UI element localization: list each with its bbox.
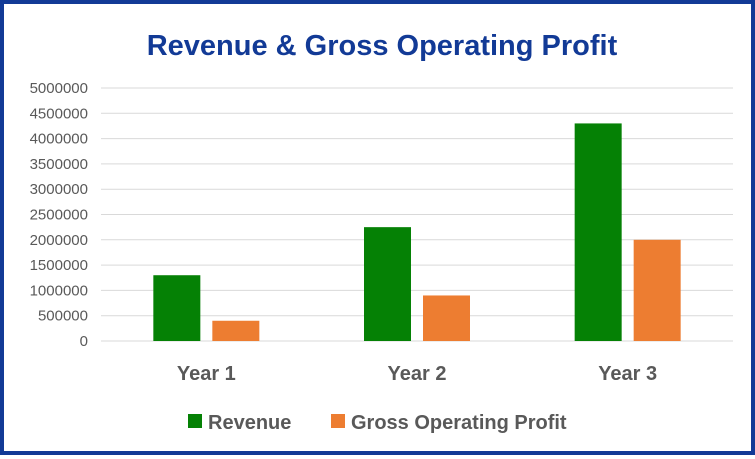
x-axis-ticks: Year 1 Year 2 Year 3 bbox=[177, 363, 657, 385]
y-tick-label: 0 bbox=[80, 333, 88, 350]
bar-gross-operating-profit-year-1 bbox=[212, 320, 260, 341]
bar-gross-operating-profit-year-3 bbox=[633, 239, 681, 341]
bar-gross-operating-profit-year-2 bbox=[423, 295, 470, 341]
y-tick-label: 2000000 bbox=[30, 232, 88, 249]
y-tick-label: 4000000 bbox=[30, 131, 88, 148]
legend-label: Revenue bbox=[208, 412, 291, 434]
y-tick-label: 1500000 bbox=[30, 257, 88, 274]
bar-revenue-year-1 bbox=[153, 275, 201, 341]
chart-canvas: Revenue & Gross Operating Profit 0 500000… bbox=[30, 30, 733, 434]
y-tick-label: 5000000 bbox=[30, 80, 88, 97]
gridlines bbox=[101, 87, 733, 342]
bar-revenue-year-3 bbox=[574, 123, 622, 341]
legend-label: Gross Operating Profit bbox=[351, 412, 567, 434]
y-tick-label: 500000 bbox=[38, 308, 88, 325]
bar-revenue-year-2 bbox=[364, 227, 411, 341]
y-tick-label: 4500000 bbox=[30, 105, 88, 122]
y-tick-label: 3500000 bbox=[30, 156, 88, 173]
legend-swatch bbox=[188, 414, 202, 428]
legend: Revenue Gross Operating Profit bbox=[188, 412, 567, 434]
y-tick-label: 3000000 bbox=[30, 181, 88, 198]
bars bbox=[153, 123, 681, 341]
chart-title: Revenue & Gross Operating Profit bbox=[147, 30, 618, 62]
y-tick-label: 2500000 bbox=[30, 207, 88, 224]
x-tick-label: Year 1 bbox=[177, 363, 236, 385]
y-axis-ticks: 0 500000 1000000 1500000 2000000 2500000 30000… bbox=[30, 80, 88, 350]
x-tick-label: Year 2 bbox=[388, 363, 447, 385]
legend-swatch bbox=[331, 414, 345, 428]
x-tick-label: Year 3 bbox=[598, 363, 657, 385]
y-tick-label: 1000000 bbox=[30, 282, 88, 299]
